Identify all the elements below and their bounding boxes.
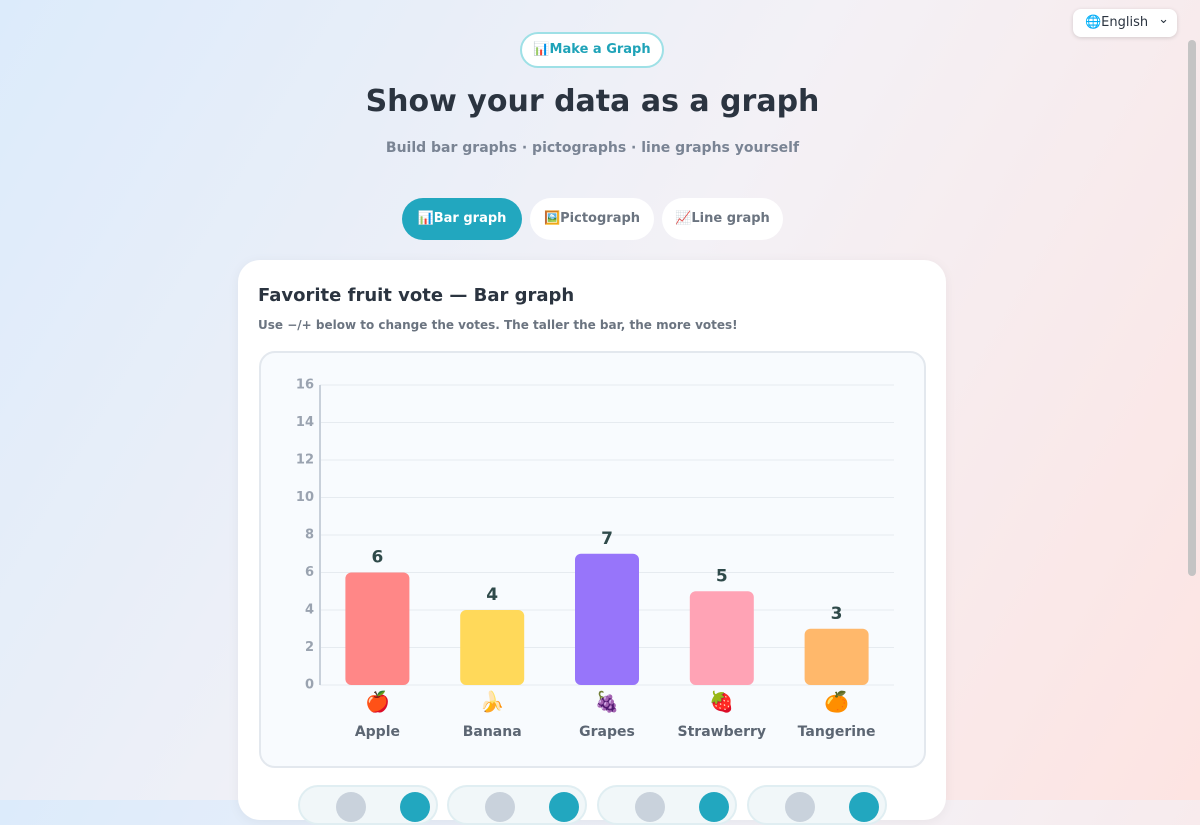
minus-button[interactable] [635,792,665,822]
bar [345,572,410,685]
y-tick-label: 4 [305,603,314,618]
y-tick-label: 14 [296,415,314,430]
category-icon: 🍎 [365,690,390,714]
category-icon: 🍓 [709,690,734,714]
value-label: 4 [486,585,498,605]
value-label: 5 [716,566,728,586]
y-tick-label: 16 [296,378,314,393]
y-tick-label: 12 [296,453,314,468]
badge: 📊Make a Graph [520,32,664,68]
x-tick-label: Grapes [579,724,635,740]
minus-button[interactable] [785,792,815,822]
page-title: Show your data as a graph [365,84,820,119]
plus-button[interactable] [549,792,579,822]
plus-button[interactable] [699,792,729,822]
value-label: 6 [371,548,383,568]
x-tick-label: Strawberry [678,724,767,740]
category-icon: 🍇 [595,690,620,714]
value-label: 7 [601,529,613,549]
chart-box: 0 2 4 6 8 10 12 14 16 🍎 Apple 6 🍌 Banana 4 🍇 Grapes 7 🍓 Str… [259,351,926,768]
vote-control [597,785,737,825]
card-hint: Use −/+ below to change the votes. The t… [258,318,738,332]
vote-control [447,785,587,825]
x-tick-label: Banana [463,724,522,740]
y-tick-label: 6 [305,565,314,580]
minus-button[interactable] [485,792,515,822]
bar [575,553,639,685]
x-tick-label: Apple [355,724,400,740]
plus-button[interactable] [400,792,430,822]
plus-button[interactable] [849,792,879,822]
page: 🌐English 📊Make a Graph Show your data as… [0,0,1200,800]
page-subtitle: Build bar graphs · pictographs · line gr… [385,140,800,156]
y-tick-label: 10 [296,490,314,505]
language-select[interactable]: 🌐English [1073,6,1177,37]
y-tick-label: 8 [305,528,314,543]
tab[interactable]: 🖼️Pictograph [530,198,654,240]
value-label: 3 [831,604,843,624]
card-title: Favorite fruit vote — Bar graph [258,285,575,306]
tab[interactable]: 📈Line graph [662,198,783,240]
vote-control [747,785,887,825]
scrollbar[interactable] [1188,40,1196,576]
tab[interactable]: 📊Bar graph [402,198,522,240]
category-icon: 🍌 [480,690,505,714]
y-tick-label: 2 [305,640,314,655]
chart: 0 2 4 6 8 10 12 14 16 🍎 Apple 6 🍌 Banana 4 🍇 Grapes 7 🍓 Str… [296,378,894,740]
bar [460,610,525,685]
category-icon: 🍊 [824,690,850,714]
x-tick-label: Tangerine [798,724,876,740]
bar [689,591,754,685]
minus-button[interactable] [336,792,366,822]
bar [804,628,869,685]
vote-control [298,785,438,825]
y-tick-label: 0 [305,678,314,693]
